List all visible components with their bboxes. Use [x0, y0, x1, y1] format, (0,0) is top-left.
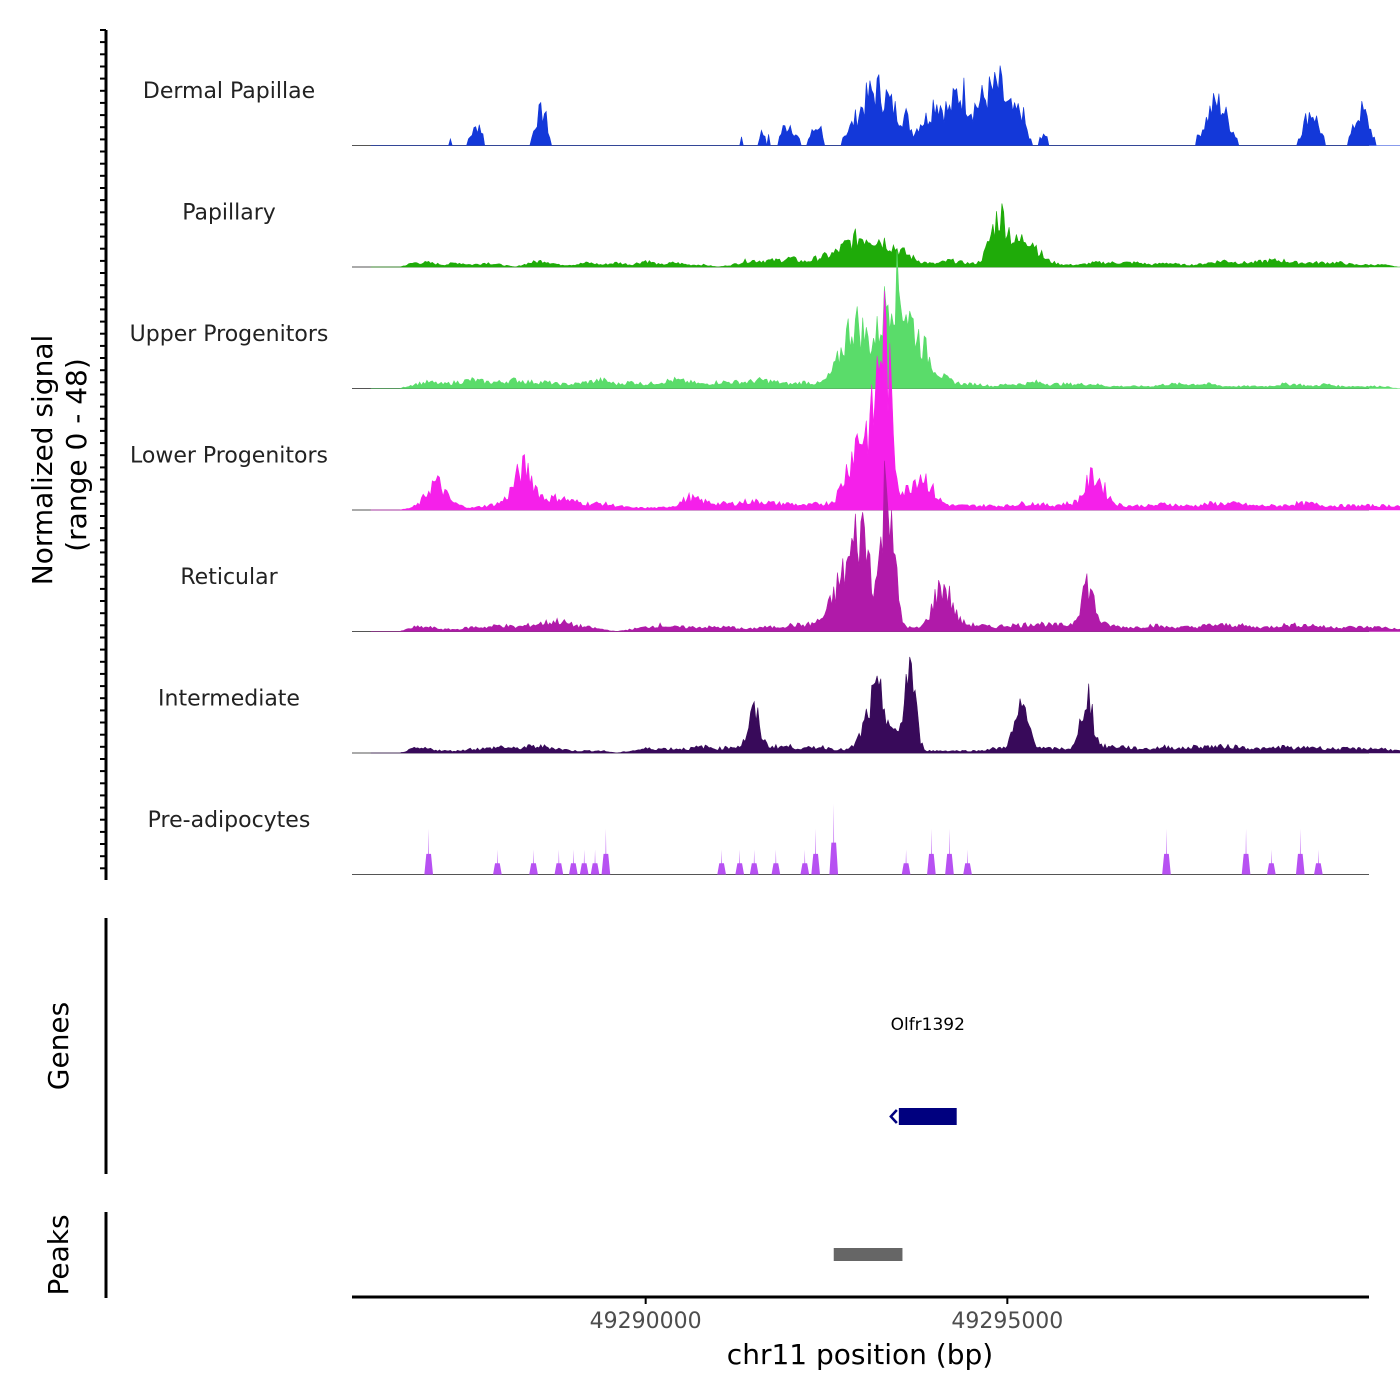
signal-peak: [568, 849, 578, 875]
genes-panel-title: Genes: [42, 1002, 75, 1090]
signal-peak: [554, 849, 564, 875]
signal-peak: [771, 849, 781, 875]
coverage-y-axis: [100, 29, 108, 880]
peak-region: [833, 1248, 903, 1261]
signal-peak: [829, 803, 839, 875]
track-pre-adipocytes: Pre-adipocytes: [148, 803, 1369, 875]
gene-label: Olfr1392: [891, 1015, 965, 1035]
track-intermediate: Intermediate: [158, 656, 1400, 754]
track-label: Lower Progenitors: [130, 444, 328, 469]
track-label: Pre-adipocytes: [148, 808, 311, 833]
signal-peak: [1162, 828, 1171, 875]
track-lower-progenitors: Lower Progenitors: [130, 290, 1400, 511]
signal-peak: [811, 828, 820, 875]
x-axis-title: chr11 position (bp): [727, 1338, 993, 1371]
x-tick-label: 49290000: [590, 1309, 702, 1334]
y-axis-title-line1: Normalized signal: [26, 335, 59, 586]
signal-area: [370, 65, 1400, 146]
signal-peak: [1241, 828, 1251, 875]
gene-body: [898, 1108, 957, 1125]
signal-peak: [1267, 849, 1276, 875]
signal-peak: [963, 849, 972, 875]
x-tick-label: 49295000: [951, 1309, 1063, 1334]
signal-peak: [945, 828, 954, 875]
signal-area: [370, 203, 1400, 268]
signal-peak: [601, 828, 611, 875]
signal-peak: [927, 828, 936, 875]
signal-peak: [749, 849, 759, 875]
signal-area: [370, 290, 1400, 511]
track-reticular: Reticular: [180, 460, 1400, 632]
peaks-panel: Peaks: [42, 1212, 903, 1298]
track-label: Dermal Papillae: [143, 79, 315, 104]
signal-peak: [735, 849, 745, 875]
signal-peak: [901, 849, 911, 875]
track-dermal-papillae: Dermal Papillae: [143, 65, 1400, 146]
track-label: Intermediate: [158, 687, 300, 712]
y-axis-title-line2: (range 0 - 48): [60, 358, 93, 552]
signal-peak: [529, 849, 538, 875]
signal-area: [370, 460, 1400, 632]
gene-annotations: Olfr1392: [889, 1015, 965, 1125]
track-label: Papillary: [182, 201, 276, 226]
signal-peak: [590, 849, 600, 875]
signal-peak: [424, 828, 434, 875]
signal-peak: [579, 849, 589, 875]
track-papillary: Papillary: [182, 201, 1400, 268]
track-upper-progenitors: Upper Progenitors: [130, 250, 1400, 389]
peaks-panel-title: Peaks: [42, 1214, 75, 1295]
signal-peak: [800, 849, 810, 875]
signal-peak: [717, 849, 726, 875]
y-axis-title: Normalized signal (range 0 - 48): [26, 335, 93, 586]
peak-annotations: [833, 1248, 903, 1261]
signal-peak: [1314, 849, 1323, 875]
strand-arrow: [889, 1109, 898, 1124]
track-label: Reticular: [180, 565, 278, 590]
genes-panel: Genes Olfr1392: [42, 918, 965, 1174]
signal-peak: [1295, 828, 1305, 875]
coverage-tracks: Dermal Papillae Papillary Upper Progenitor…: [130, 65, 1400, 875]
signal-peak: [493, 849, 502, 875]
x-axis: chr11 position (bp) 49290000 49295000: [352, 1295, 1369, 1371]
signal-area: [370, 656, 1400, 754]
track-label: Upper Progenitors: [130, 322, 329, 347]
